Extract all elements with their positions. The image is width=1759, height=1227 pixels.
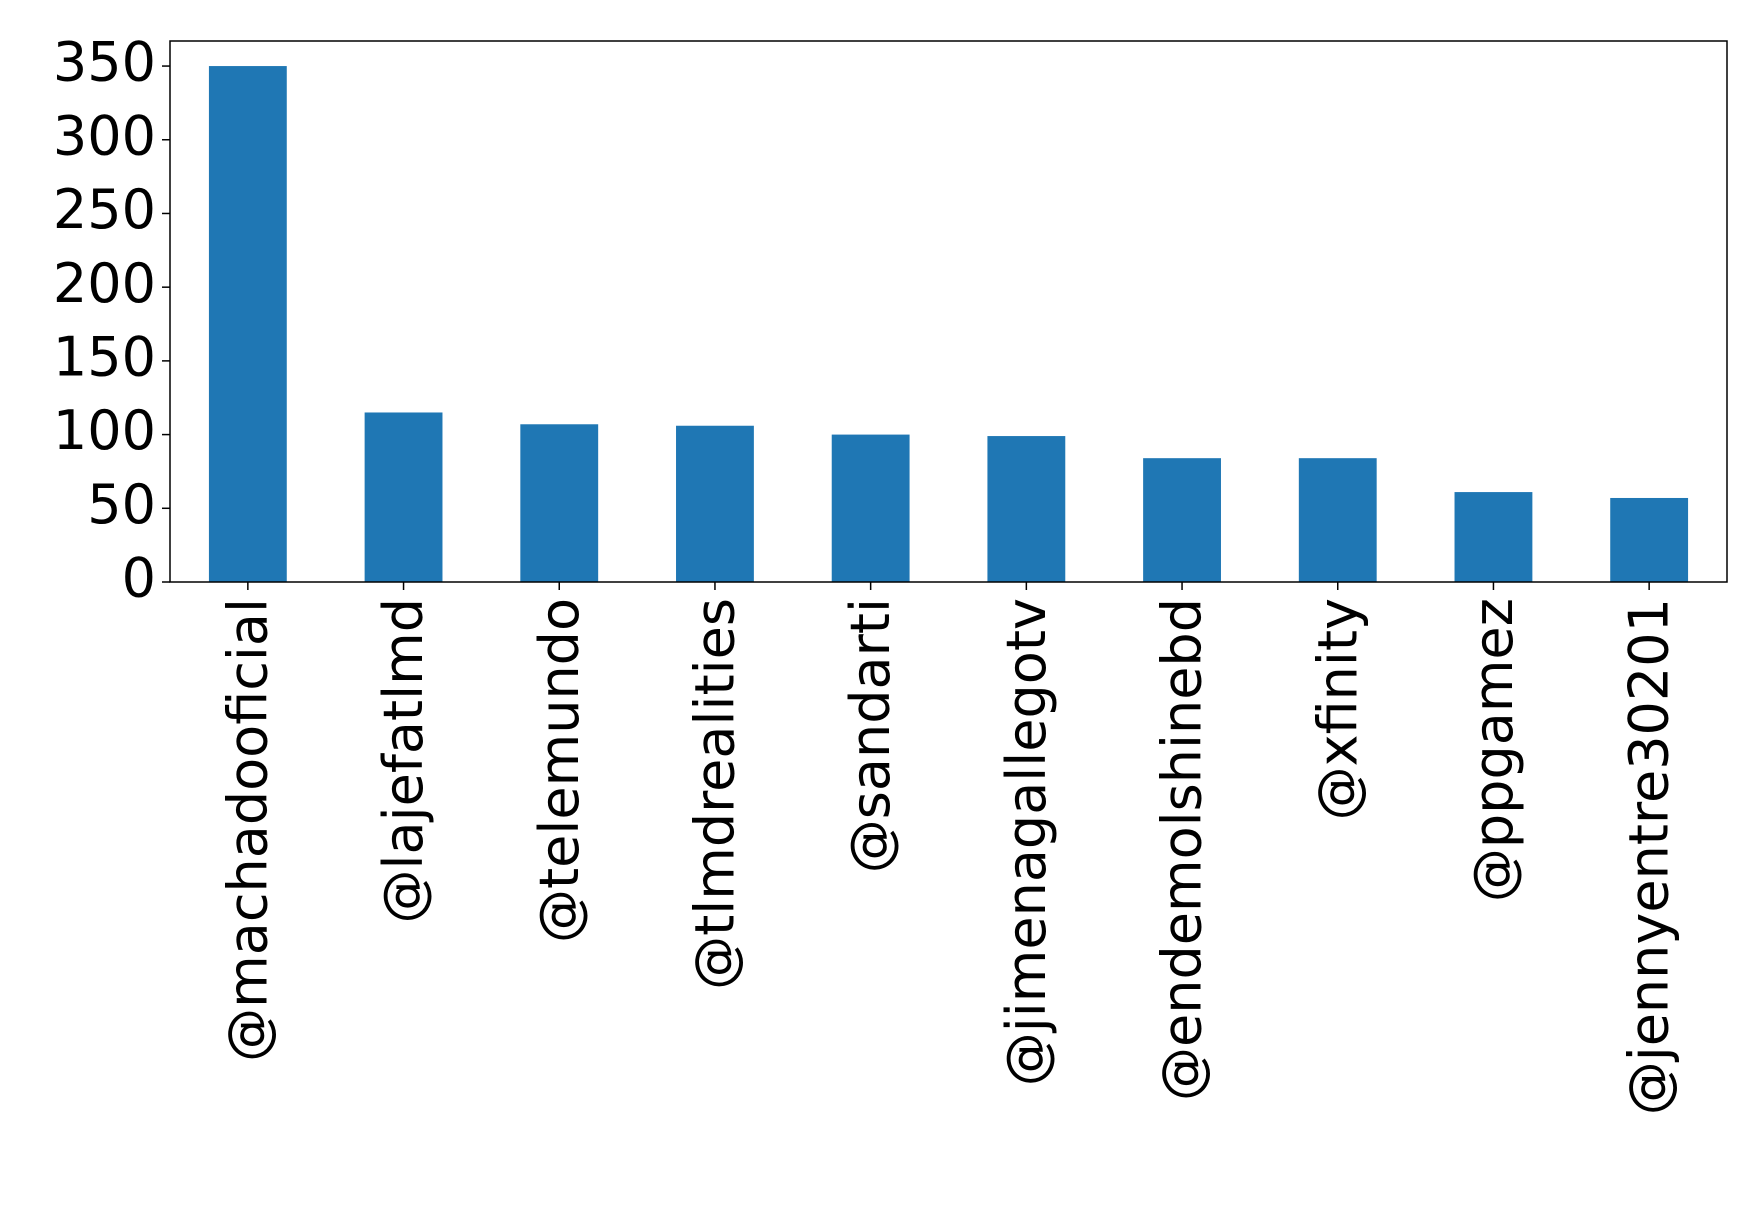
- x-tick-label: @sandarti: [839, 598, 902, 873]
- x-tick-label: @lajefatlmd: [372, 598, 435, 923]
- bar-9: [1610, 497, 1689, 582]
- x-tick-label: @jennyentre30201: [1618, 598, 1681, 1115]
- y-tick-label: 0: [122, 547, 156, 610]
- y-tick-label: 50: [87, 473, 156, 536]
- x-tick-label: @xfinity: [1306, 598, 1369, 820]
- x-tick-label: @tlmdrealities: [683, 598, 746, 990]
- y-tick-label: 100: [53, 399, 156, 462]
- bar-3: [676, 425, 754, 582]
- y-tick-label: 250: [53, 178, 156, 241]
- x-axis-ticks: @machadooficial @lajefatlmd @telemundo @tlm…: [216, 582, 1681, 1115]
- y-axis-ticks: 0 50 100 150 200 250 300 350: [53, 31, 170, 610]
- y-tick-label: 200: [53, 252, 156, 315]
- x-tick-label: @ppgamez: [1462, 598, 1525, 902]
- x-tick-label: @endemolshinebd: [1151, 598, 1214, 1101]
- bar-6: [1143, 458, 1221, 582]
- plot-frame: [169, 40, 1728, 583]
- axes-layer: [169, 40, 1728, 583]
- y-tick-label: 300: [53, 104, 156, 167]
- bar-1: [364, 412, 443, 582]
- x-tick-label: @jimenagallegotv: [995, 598, 1058, 1086]
- bar-0: [208, 66, 287, 583]
- y-tick-label: 150: [53, 326, 156, 389]
- y-tick-label: 350: [53, 31, 156, 94]
- x-tick-label: @machadooficial: [216, 598, 279, 1062]
- bar-8: [1454, 492, 1533, 582]
- x-tick-label: @telemundo: [528, 598, 591, 943]
- bars-layer: [208, 66, 1689, 583]
- bar-5: [987, 436, 1066, 582]
- bar-7: [1298, 458, 1377, 582]
- bar-4: [831, 434, 910, 582]
- bar-2: [520, 424, 599, 582]
